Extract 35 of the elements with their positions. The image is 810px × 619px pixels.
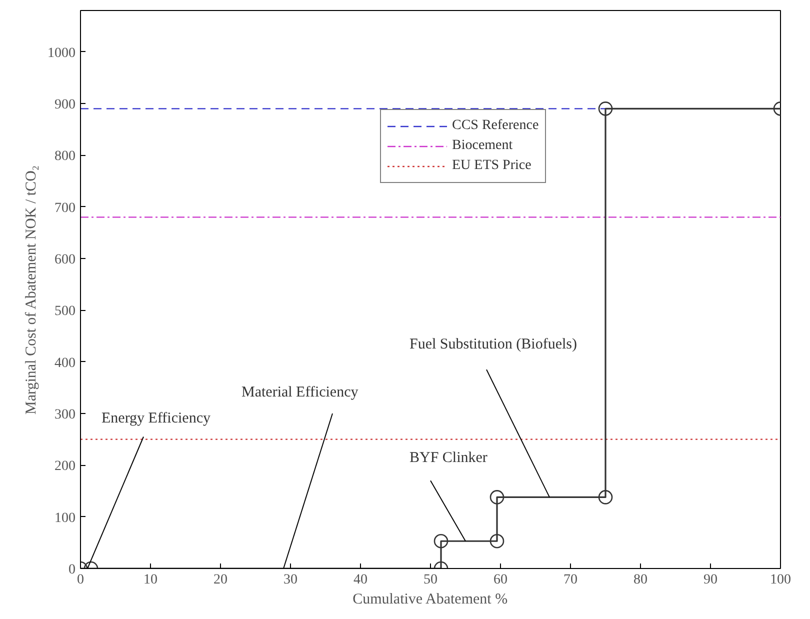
x-axis-title: Cumulative Abatement %	[352, 592, 508, 608]
x-tick-label: 50	[424, 572, 438, 588]
y-tick-label: 700	[54, 200, 76, 216]
y-tick-label: 100	[54, 510, 76, 526]
y-tick-label: 600	[54, 252, 76, 268]
y-tick-label: 300	[54, 408, 76, 422]
y-tick-label: 0	[68, 562, 76, 578]
point	[598, 490, 613, 504]
annotation: Energy Efficiency	[102, 410, 211, 426]
x-tick-label: 60	[494, 572, 508, 588]
point	[490, 490, 504, 504]
x-tick-label: 90	[704, 572, 718, 588]
annotation: Material Efficiency	[242, 384, 359, 401]
annotation: BYF Clinker	[410, 450, 488, 466]
x-tick-label: 20	[214, 572, 228, 588]
x-tick-label: 30	[284, 572, 298, 588]
x-tick-label: 80	[634, 572, 648, 588]
legend-label: Biocement	[452, 138, 513, 154]
legend-label: EU ETS Price	[452, 158, 532, 174]
y-tick-label: 900	[54, 98, 76, 112]
y-tick-label: 500	[54, 304, 76, 320]
point	[598, 102, 613, 116]
x-tick-label: 100	[770, 572, 791, 588]
point	[490, 534, 504, 548]
y-tick-label: 400	[54, 356, 76, 371]
y-tick-label: 200	[54, 459, 76, 474]
y-axis-title: Marginal Cost of Abatement NOK / tCO₂	[24, 165, 40, 414]
x-tick-label: 40	[354, 572, 368, 588]
legend-label: CCS Reference	[452, 118, 539, 134]
x-tick-label: 70	[564, 572, 578, 588]
y-tick-label: 800	[54, 149, 76, 164]
x-tick-label: 10	[144, 572, 158, 588]
y-tick-label: 1000	[48, 46, 76, 61]
annotation: Fuel Substitution (Biofuels)	[410, 336, 578, 353]
point	[434, 534, 448, 548]
